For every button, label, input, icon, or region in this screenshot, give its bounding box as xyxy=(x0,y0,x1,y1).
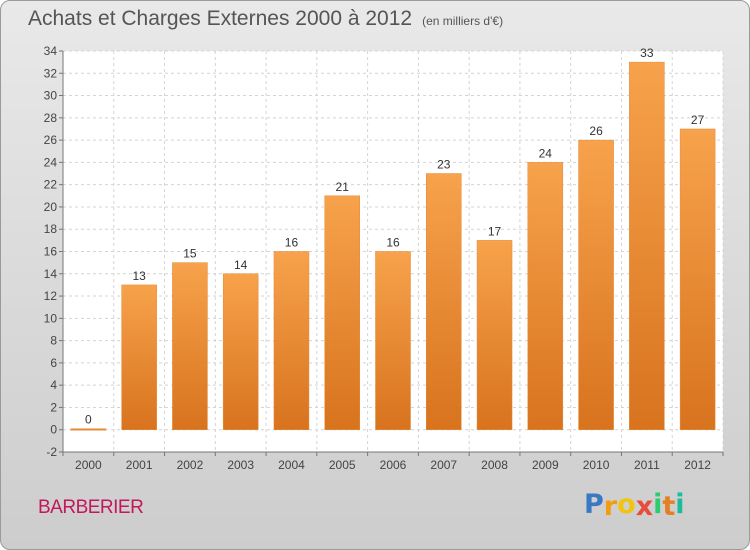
y-tick-label: 28 xyxy=(44,111,58,125)
x-tick-label: 2012 xyxy=(684,458,711,472)
bar-value-label: 23 xyxy=(437,158,451,172)
logo-letter: r xyxy=(603,491,618,522)
logo-letter: P xyxy=(584,489,604,520)
bar xyxy=(121,284,157,430)
bar xyxy=(527,162,564,430)
x-tick-labels: 2000 2001 2002 2003 2004 2005 2006 2007 2008 2009… xyxy=(75,458,711,472)
x-tick-label: 2004 xyxy=(278,458,305,472)
bar-value-label: 17 xyxy=(488,224,502,238)
logo-letter: i xyxy=(653,489,663,520)
x-tick-label: 2001 xyxy=(126,458,153,472)
x-tick-label: 2000 xyxy=(75,458,102,472)
bar-value-label: 15 xyxy=(183,247,197,261)
y-tick-label: 2 xyxy=(50,400,57,414)
bar-value-label: 27 xyxy=(691,113,705,127)
y-tick-label: 10 xyxy=(44,311,58,325)
bar xyxy=(426,173,462,430)
y-tick-label: 20 xyxy=(44,200,58,214)
bar xyxy=(679,128,716,430)
chart-subtitle: (en milliers d'€) xyxy=(422,14,504,28)
proxiti-logo: Proxiti xyxy=(584,489,685,522)
bar xyxy=(222,273,259,430)
y-tick-label: 26 xyxy=(44,133,58,147)
axes xyxy=(59,50,724,456)
y-tick-label: 16 xyxy=(44,245,58,259)
x-tick-label: 2002 xyxy=(177,458,204,472)
bar-value-label: 13 xyxy=(132,269,146,283)
y-tick-label: 18 xyxy=(44,222,58,236)
y-tick-label: 24 xyxy=(44,155,58,169)
x-tick-label: 2003 xyxy=(227,458,254,472)
x-tick-label: 2006 xyxy=(380,458,407,472)
bar-value-label: 14 xyxy=(234,258,248,272)
y-tick-label: 0 xyxy=(50,423,57,437)
bars: 0 13 15 14 16 21 16 23 17 24 26 33 27 xyxy=(70,46,716,431)
y-tick-label: 32 xyxy=(44,66,58,80)
bar-value-label: 16 xyxy=(386,236,400,250)
x-tick-label: 2011 xyxy=(634,458,660,472)
bar xyxy=(476,240,513,430)
bar-value-label: 16 xyxy=(285,236,299,250)
x-tick-label: 2008 xyxy=(481,458,508,472)
bar-value-label: 24 xyxy=(539,146,553,160)
bar xyxy=(324,195,360,430)
y-tick-label: 22 xyxy=(44,178,58,192)
y-tick-label: 4 xyxy=(50,378,57,392)
x-tick-label: 2009 xyxy=(532,458,559,472)
y-tick-label: 14 xyxy=(44,267,58,281)
commune-name: BARBERIER xyxy=(38,497,144,518)
logo-letter: o xyxy=(617,489,636,520)
y-tick-label: 12 xyxy=(44,289,58,303)
bar-value-label: 0 xyxy=(85,413,92,427)
bar-value-label: 21 xyxy=(336,180,350,194)
y-tick-label: 6 xyxy=(50,356,57,370)
x-tick-label: 2007 xyxy=(430,458,457,472)
logo-letter: i xyxy=(675,489,685,520)
bar-value-label: 33 xyxy=(640,46,654,60)
bar-value-label: 26 xyxy=(589,124,603,138)
bar xyxy=(375,251,411,430)
y-tick-label: -2 xyxy=(46,445,57,459)
x-tick-label: 2005 xyxy=(329,458,356,472)
bar xyxy=(629,61,665,430)
chart-title: Achats et Charges Externes 2000 à 2012 (e… xyxy=(28,7,504,30)
y-tick-label: 30 xyxy=(44,89,58,103)
bar xyxy=(172,262,208,430)
logo-letter: x xyxy=(635,491,654,522)
x-tick-label: 2010 xyxy=(583,458,610,472)
y-tick-label: 8 xyxy=(50,334,57,348)
bar xyxy=(70,428,107,431)
y-tick-label: 34 xyxy=(44,44,58,58)
bar xyxy=(273,251,310,430)
logo-letter: t xyxy=(662,491,676,522)
bar xyxy=(578,139,614,430)
